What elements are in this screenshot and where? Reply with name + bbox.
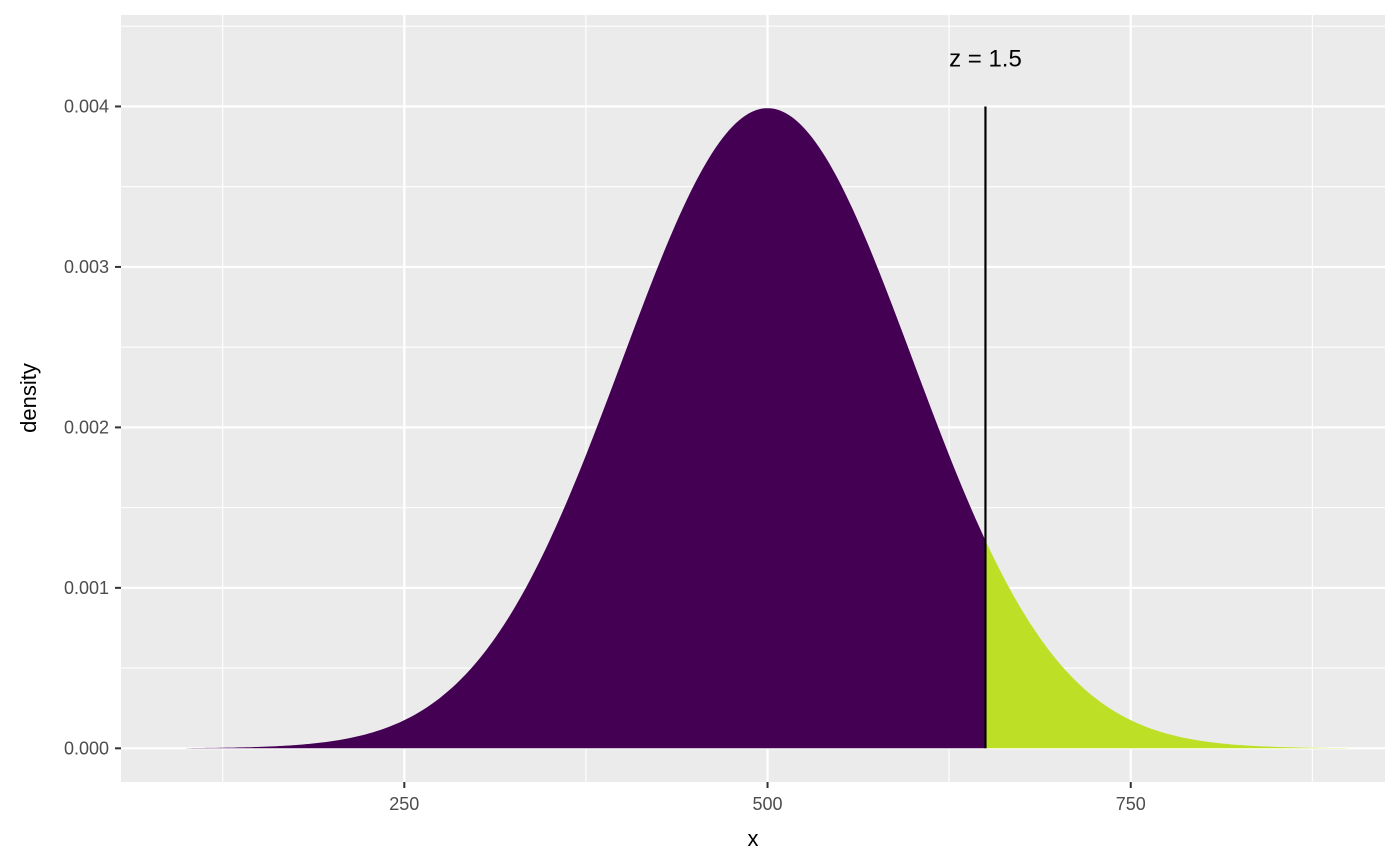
y-tick-label: 0.001	[64, 578, 109, 598]
y-tick-label: 0.003	[64, 257, 109, 277]
x-tick-label: 250	[389, 794, 419, 814]
x-axis: 250 500 750	[389, 782, 1146, 814]
x-tick-label: 750	[1116, 794, 1146, 814]
density-areas	[186, 108, 1349, 749]
y-axis: 0.000 0.001 0.002 0.003 0.004	[64, 96, 121, 758]
z-annotation: z = 1.5	[949, 45, 1022, 72]
x-tick-label: 500	[753, 794, 783, 814]
lower-tail-area	[186, 108, 986, 749]
y-axis-title: density	[16, 363, 41, 433]
x-axis-title: x	[748, 826, 759, 851]
y-tick-label: 0.004	[64, 96, 109, 116]
y-tick-label: 0.000	[64, 738, 109, 758]
y-tick-label: 0.002	[64, 417, 109, 437]
upper-tail-area	[985, 540, 1349, 749]
